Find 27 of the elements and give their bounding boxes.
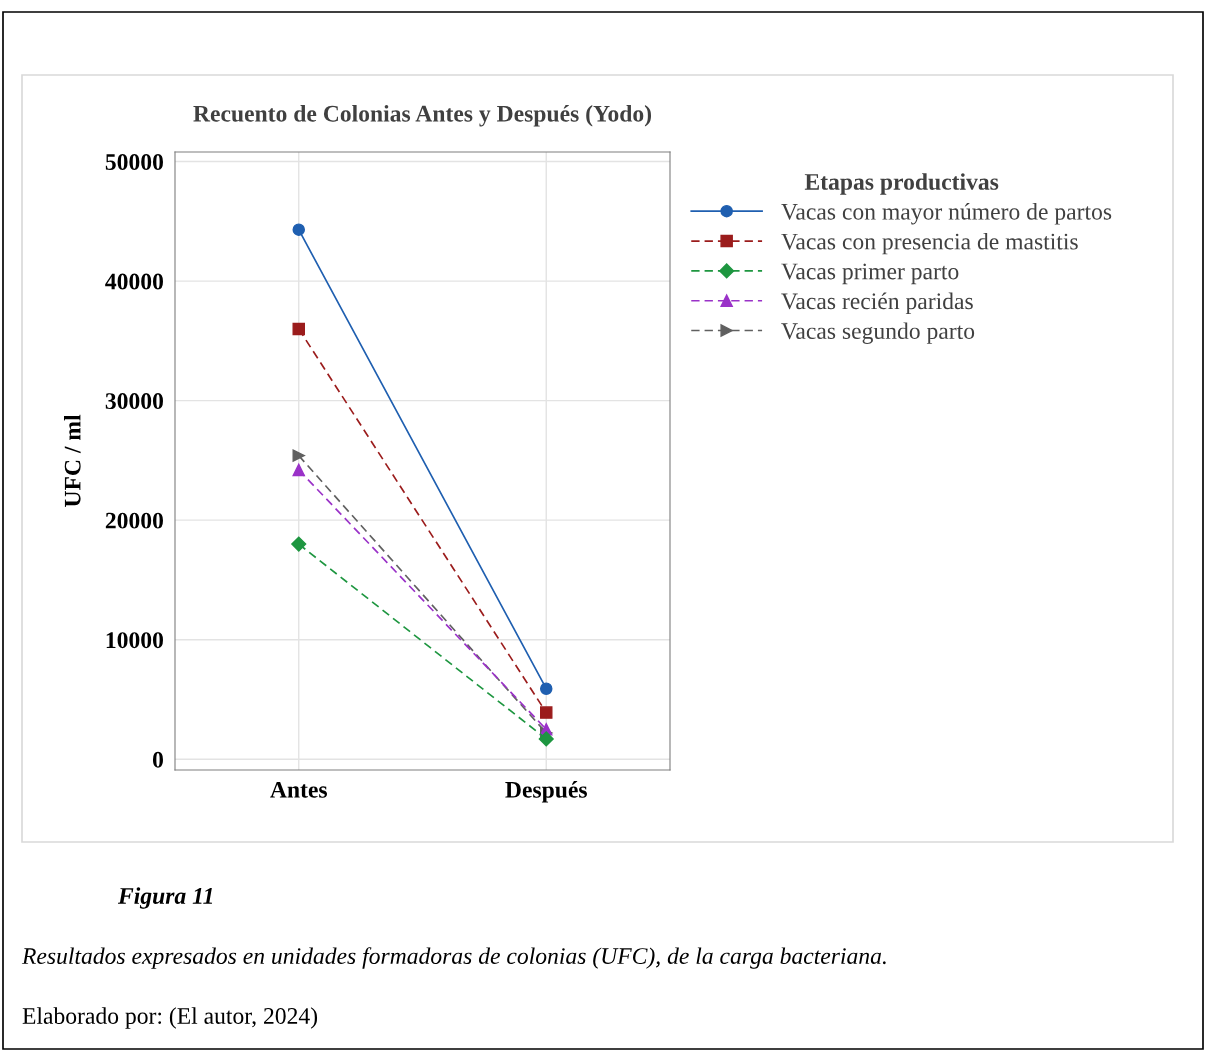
point (539, 682, 553, 695)
y-axis-title: UFC / ml (64, 414, 81, 507)
x-tick-label: Después (505, 781, 587, 803)
point (291, 536, 307, 552)
x-tick-label: Antes (270, 781, 328, 798)
point (292, 223, 306, 236)
chart-title: Recuento de Colonias Antes y Después (Yodo) (193, 105, 652, 127)
legend-label: Vacas con presencia de mastitis (781, 232, 1078, 255)
legend-title: Etapas productivas (804, 173, 999, 195)
point (538, 731, 554, 747)
y-tick-label: 20000 (105, 512, 163, 529)
y-tick-label: 40000 (105, 273, 163, 290)
point (292, 322, 306, 336)
point (292, 449, 306, 462)
text: Resultados expresados en unidades formadoras de colonias (UFC), de la carga bacteriana. (21, 947, 886, 969)
point (292, 463, 306, 477)
text: Figura 11 (117, 887, 213, 909)
legend-label: Vacas segundo parto (781, 322, 975, 344)
y-tick-label: 50000 (105, 154, 163, 170)
legend-label: Vacas con mayor número de partos (781, 203, 1112, 225)
legend-label: Vacas primer parto (781, 263, 959, 285)
point (539, 706, 553, 719)
y-tick-label: 30000 (105, 393, 163, 410)
y-tick-label: 0 (152, 751, 163, 768)
legend-label: Vacas recién paridas (781, 292, 973, 315)
y-tick-label: 10000 (106, 632, 163, 649)
text: Elaborado por: (El autor, 2024) (22, 1007, 318, 1029)
